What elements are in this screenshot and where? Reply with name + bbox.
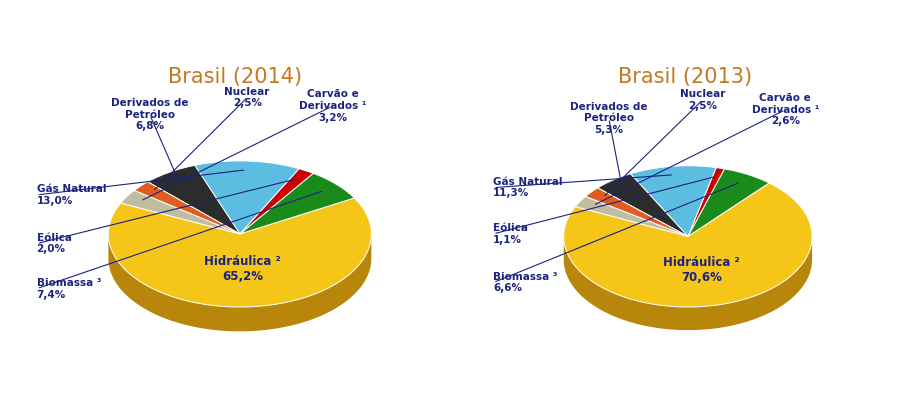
- Text: Biomassa ³
6,6%: Biomassa ³ 6,6%: [493, 272, 558, 293]
- Polygon shape: [240, 173, 354, 234]
- Polygon shape: [631, 166, 716, 236]
- Polygon shape: [108, 235, 371, 331]
- Text: Brasil (2013): Brasil (2013): [618, 67, 752, 87]
- Text: Derivados de
Petróleo
6,8%: Derivados de Petróleo 6,8%: [111, 98, 188, 131]
- Text: Gás Natural
13,0%: Gás Natural 13,0%: [37, 184, 106, 206]
- Text: Eólica
1,1%: Eólica 1,1%: [493, 223, 528, 245]
- Polygon shape: [564, 237, 812, 330]
- Text: Carvão e
Derivados ¹
3,2%: Carvão e Derivados ¹ 3,2%: [299, 90, 366, 123]
- Text: Hidráulica ²
70,6%: Hidráulica ² 70,6%: [663, 256, 740, 284]
- Text: Brasil (2014): Brasil (2014): [168, 67, 302, 87]
- Polygon shape: [108, 198, 371, 307]
- Polygon shape: [195, 161, 299, 234]
- Polygon shape: [576, 197, 688, 236]
- Polygon shape: [148, 165, 240, 234]
- Text: Nuclear
2,5%: Nuclear 2,5%: [680, 89, 725, 111]
- Text: Biomassa ³
7,4%: Biomassa ³ 7,4%: [37, 278, 101, 300]
- Polygon shape: [688, 169, 769, 236]
- Text: Nuclear
2,5%: Nuclear 2,5%: [224, 87, 270, 108]
- Polygon shape: [597, 174, 688, 236]
- Text: Derivados de
Petróleo
5,3%: Derivados de Petróleo 5,3%: [570, 102, 648, 135]
- Polygon shape: [240, 168, 314, 234]
- Text: Carvão e
Derivados ¹
2,6%: Carvão e Derivados ¹ 2,6%: [751, 93, 819, 126]
- Polygon shape: [688, 168, 724, 236]
- Text: Hidráulica ²
65,2%: Hidráulica ² 65,2%: [205, 256, 281, 283]
- Polygon shape: [121, 190, 240, 234]
- Polygon shape: [134, 182, 240, 234]
- Text: Gás Natural
11,3%: Gás Natural 11,3%: [493, 177, 562, 199]
- Text: Eólica
2,0%: Eólica 2,0%: [37, 233, 71, 254]
- Polygon shape: [564, 183, 812, 307]
- Polygon shape: [586, 188, 688, 236]
